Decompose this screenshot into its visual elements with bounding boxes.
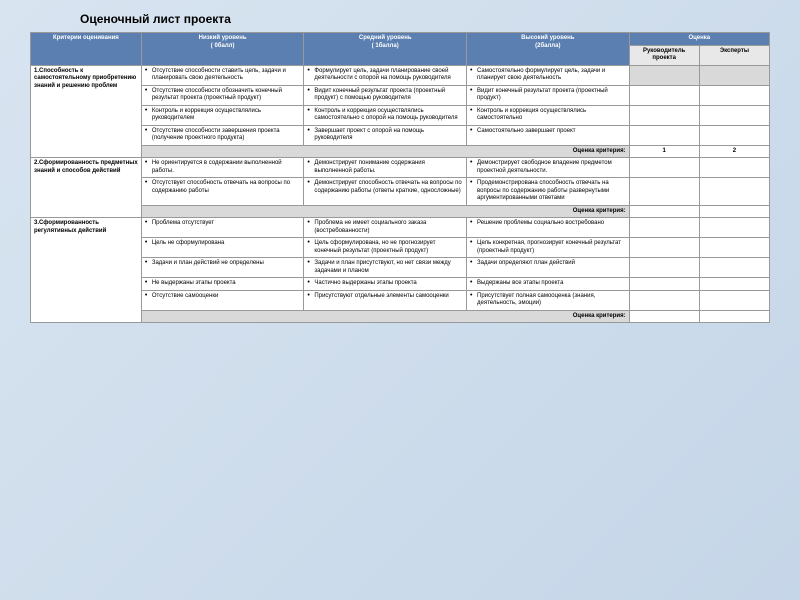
table-row: Контроль и коррекция осуществлялись руко… (31, 105, 770, 125)
eval-cell (699, 105, 769, 125)
eval-cell (629, 125, 699, 145)
eval-cell (629, 258, 699, 278)
hdr-low: Низкий уровень( 0балл) (141, 33, 304, 66)
mid-cell: Формулирует цель, задачи планирование св… (304, 65, 467, 85)
score-two: 2 (699, 145, 769, 158)
score-label: Оценка критерия: (141, 205, 629, 218)
eval-cell (699, 278, 769, 291)
table-row: Не выдержаны этапы проектаЧастично выдер… (31, 278, 770, 291)
eval-cell (629, 218, 699, 238)
low-cell: Отсутствует способность отвечать на вопр… (141, 178, 304, 206)
table-row: Отсутствие способности завершения проект… (31, 125, 770, 145)
low-cell: Проблема отсутствует (141, 218, 304, 238)
table-row: 3.Сформированность регулятивных действий… (31, 218, 770, 238)
low-cell: Контроль и коррекция осуществлялись руко… (141, 105, 304, 125)
high-cell: Самостоятельно завершает проект (467, 125, 630, 145)
high-cell: Продемонстрирована способность отвечать … (467, 178, 630, 206)
table-row: Задачи и план действий не определеныЗада… (31, 258, 770, 278)
hdr-eval-lead: Руководитель проекта (629, 45, 699, 65)
low-cell: Отсутствие способности обозначить конечн… (141, 85, 304, 105)
high-cell: Выдержаны все этапы проекта (467, 278, 630, 291)
eval-cell (699, 125, 769, 145)
eval-cell (699, 178, 769, 206)
eval-cell (699, 85, 769, 105)
eval-cell (699, 218, 769, 238)
eval-cell (629, 158, 699, 178)
eval-cell (629, 238, 699, 258)
eval-cell (629, 105, 699, 125)
eval-cell (699, 205, 769, 218)
low-cell: Отсутствие способности завершения проект… (141, 125, 304, 145)
table-row: 2.Сформированность предметных знаний и с… (31, 158, 770, 178)
mid-cell: Проблема не имеет социального заказа (во… (304, 218, 467, 238)
assessment-table: Критерии оценивания Низкий уровень( 0бал… (30, 32, 770, 323)
criteria-cell: 1.Способность к самостоятельному приобре… (31, 65, 142, 158)
hdr-high: Высокий уровень(2балла) (467, 33, 630, 66)
high-cell: Контроль и коррекция осуществлялись само… (467, 105, 630, 125)
eval-cell (699, 258, 769, 278)
low-cell: Отсутствие самооценки (141, 290, 304, 310)
high-cell: Демонстрирует свободное владение предмет… (467, 158, 630, 178)
high-cell: Присутствует полная самооценка (знания, … (467, 290, 630, 310)
eval-cell (629, 65, 699, 85)
hdr-eval: Оценка (629, 33, 769, 46)
eval-cell (629, 85, 699, 105)
eval-cell (629, 310, 699, 323)
eval-cell (629, 178, 699, 206)
low-cell: Не выдержаны этапы проекта (141, 278, 304, 291)
score-one: 1 (629, 145, 699, 158)
table-row: Отсутствие способности обозначить конечн… (31, 85, 770, 105)
mid-cell: Присутствуют отдельные элементы самооцен… (304, 290, 467, 310)
table-row: Отсутствует способность отвечать на вопр… (31, 178, 770, 206)
mid-cell: Задачи и план присутствуют, но нет связи… (304, 258, 467, 278)
mid-cell: Демонстрирует способность отвечать на во… (304, 178, 467, 206)
mid-cell: Цель сформулирована, но не прогнозирует … (304, 238, 467, 258)
page-title: Оценочный лист проекта (80, 12, 770, 26)
criteria-cell: 2.Сформированность предметных знаний и с… (31, 158, 142, 218)
mid-cell: Видит конечный результат проекта (проект… (304, 85, 467, 105)
table-row: Цель не сформулированаЦель сформулирован… (31, 238, 770, 258)
low-cell: Не ориентируется в содержании выполненно… (141, 158, 304, 178)
high-cell: Задачи определяют план действий (467, 258, 630, 278)
score-row: Оценка критерия: (31, 310, 770, 323)
eval-cell (629, 290, 699, 310)
hdr-eval-exp: Эксперты (699, 45, 769, 65)
score-row: Оценка критерия: (31, 205, 770, 218)
eval-cell (699, 158, 769, 178)
hdr-criteria: Критерии оценивания (31, 33, 142, 66)
score-label: Оценка критерия: (141, 310, 629, 323)
eval-cell (699, 238, 769, 258)
mid-cell: Контроль и коррекция осуществлялись само… (304, 105, 467, 125)
mid-cell: Завершает проект с опорой на помощь руко… (304, 125, 467, 145)
high-cell: Цель конкретная, прогнозирует конечный р… (467, 238, 630, 258)
eval-cell (699, 310, 769, 323)
mid-cell: Демонстрирует понимание содержания выпол… (304, 158, 467, 178)
eval-cell (629, 205, 699, 218)
low-cell: Цель не сформулирована (141, 238, 304, 258)
high-cell: Видит конечный результат проекта (проект… (467, 85, 630, 105)
low-cell: Задачи и план действий не определены (141, 258, 304, 278)
table-row: 1.Способность к самостоятельному приобре… (31, 65, 770, 85)
eval-cell (699, 290, 769, 310)
hdr-mid: Средний уровень( 1балла) (304, 33, 467, 66)
high-cell: Решение проблемы социально востребовано (467, 218, 630, 238)
high-cell: Самостоятельно формулирует цель, задачи … (467, 65, 630, 85)
eval-cell (629, 278, 699, 291)
score-label: Оценка критерия: (141, 145, 629, 158)
mid-cell: Частично выдержаны этапы проекта (304, 278, 467, 291)
table-row: Отсутствие самооценкиПрисутствуют отдель… (31, 290, 770, 310)
low-cell: Отсутствие способности ставить цель, зад… (141, 65, 304, 85)
score-row: Оценка критерия:12 (31, 145, 770, 158)
eval-cell (699, 65, 769, 85)
criteria-cell: 3.Сформированность регулятивных действий (31, 218, 142, 323)
